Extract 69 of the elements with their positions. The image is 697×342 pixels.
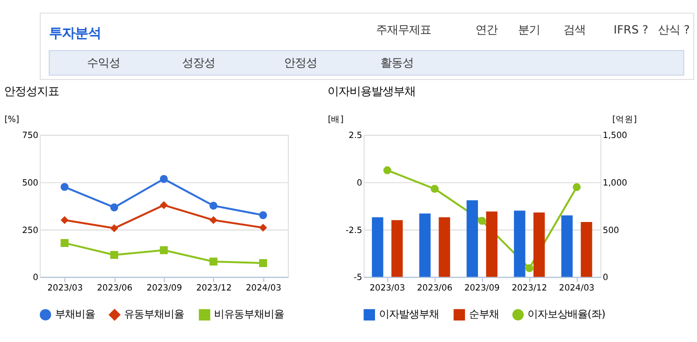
y-tick-label: -5 — [354, 273, 362, 284]
legend-label: 비유동부채비율 — [214, 308, 284, 321]
point — [209, 216, 218, 224]
x-tick-label: 2023/09 — [464, 284, 500, 294]
text: 산식 ? — [658, 22, 690, 37]
y-tick-label: 250 — [22, 226, 38, 236]
text: 연간 — [475, 22, 498, 37]
y-tick-label: 2.5 — [348, 131, 362, 142]
x-tick-label: 2024/03 — [559, 284, 594, 294]
y2-tick-label: 0 — [602, 273, 608, 284]
point — [60, 182, 69, 191]
text: 활동성 — [380, 56, 414, 70]
x-tick-label: 2023/09 — [146, 284, 182, 294]
y-axis-title: [%] — [4, 115, 20, 126]
legend-label: 순부채 — [468, 308, 499, 321]
bar — [580, 222, 592, 277]
point — [209, 258, 218, 266]
y-tick-label: 750 — [22, 131, 38, 142]
point — [160, 175, 168, 183]
y-tick-label: -2.5 — [346, 226, 362, 236]
point — [160, 246, 168, 254]
bar — [419, 213, 431, 277]
legend-label: 부채비율 — [54, 308, 95, 321]
point — [110, 203, 118, 212]
point — [110, 224, 118, 232]
point — [259, 211, 268, 220]
point — [209, 202, 218, 210]
x-tick-label: 2023/03 — [47, 284, 83, 294]
y2-tick-label: 1,500 — [602, 131, 628, 142]
bar — [533, 212, 545, 277]
y-tick-label: 0 — [356, 178, 362, 189]
point — [160, 201, 168, 210]
bar — [514, 210, 526, 277]
bar — [372, 217, 384, 277]
legend-label: 유동부채비율 — [124, 308, 184, 321]
point — [60, 216, 69, 224]
bar — [466, 200, 478, 277]
text: 분기 — [518, 22, 540, 37]
x-tick-label: 2024/03 — [246, 284, 282, 294]
x-tick-label: 2023/12 — [196, 284, 232, 294]
chart-title: 이자비용발생부채 — [328, 84, 416, 98]
text: 안정성 — [284, 56, 318, 70]
bar — [561, 215, 573, 277]
x-tick-label: 2023/06 — [96, 284, 132, 294]
x-tick-label: 2023/06 — [416, 284, 452, 294]
x-tick-label: 2023/12 — [512, 284, 548, 294]
chart-title: 안정성지표 — [4, 84, 59, 98]
text: 수익성 — [87, 56, 120, 70]
y2-tick-label: 1,000 — [602, 178, 628, 189]
y-tick-label: 500 — [22, 178, 38, 189]
legend-label: 이자보상배율(좌) — [527, 308, 606, 321]
text: IFRS ? — [614, 22, 648, 37]
x-tick-label: 2023/03 — [370, 284, 406, 294]
point — [259, 259, 268, 268]
bar — [438, 217, 450, 277]
y-tick-label: 0 — [32, 273, 38, 284]
text: 검색 — [563, 22, 586, 37]
point — [259, 224, 268, 232]
bar — [486, 212, 498, 277]
bar — [391, 220, 403, 277]
y-axis-title: [배] — [328, 115, 344, 126]
point — [110, 250, 118, 259]
point — [60, 239, 69, 247]
y2-axis-title: [억원] — [612, 115, 637, 126]
text: 투자분석 — [49, 26, 102, 42]
text: 성장성 — [182, 56, 215, 70]
text: 주재무제표 — [376, 22, 431, 37]
legend-label: 이자발생부채 — [378, 308, 439, 321]
y2-tick-label: 500 — [602, 226, 620, 236]
